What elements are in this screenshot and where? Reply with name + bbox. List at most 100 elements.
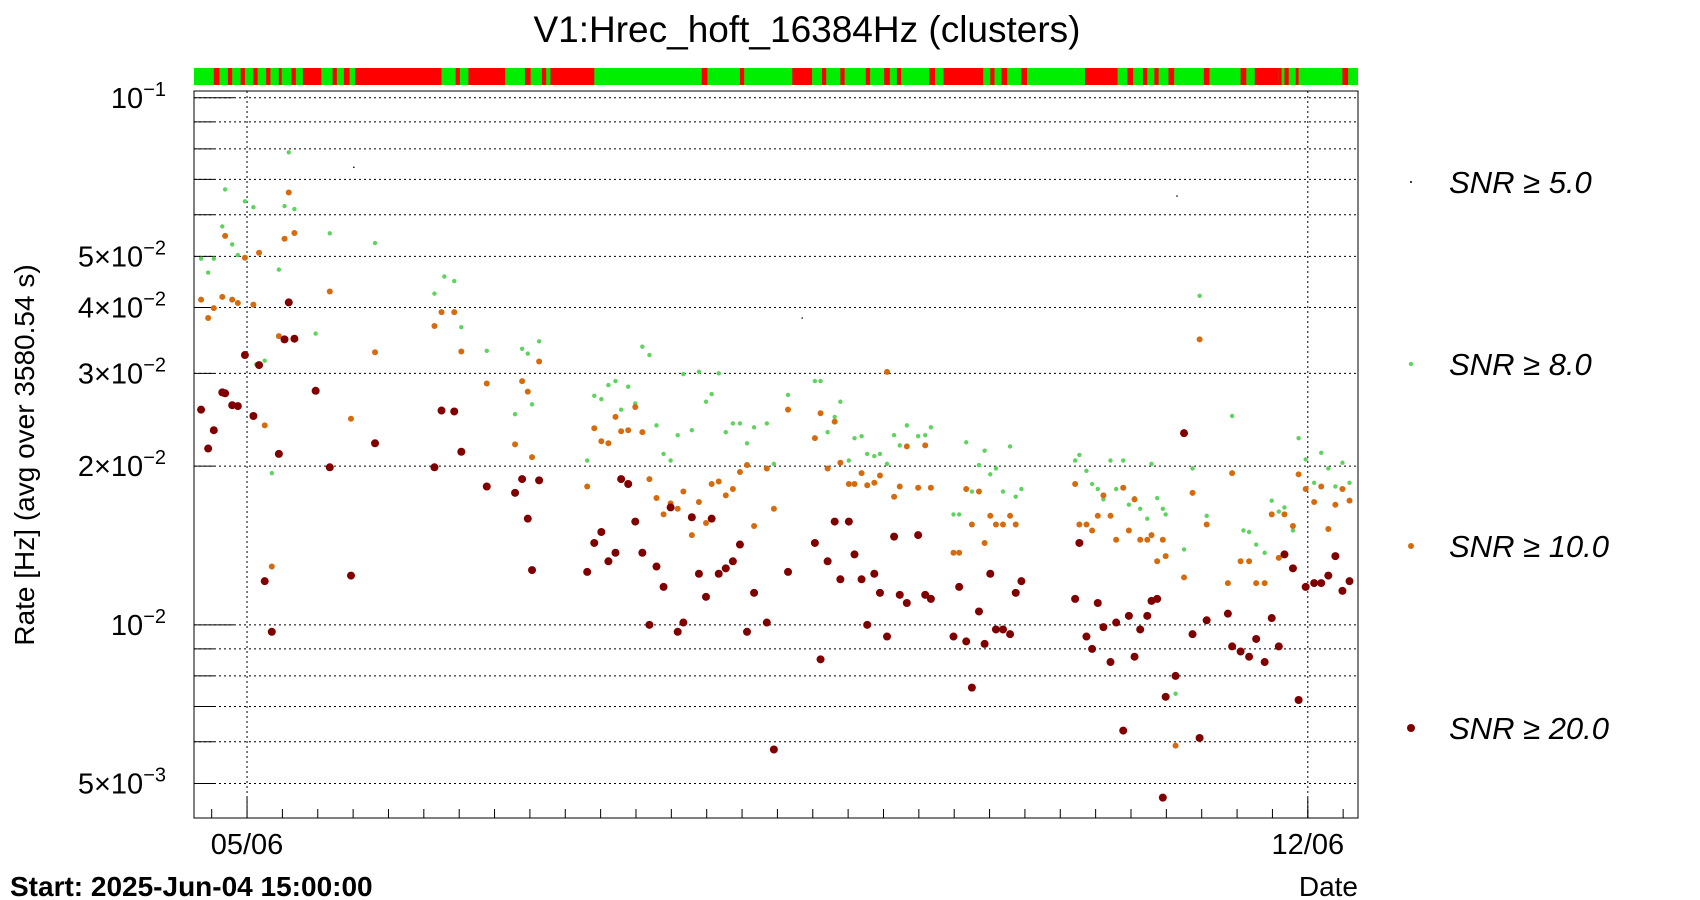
y-tick-label: 10−2 bbox=[111, 606, 166, 642]
data-point-series-3 bbox=[1338, 586, 1347, 595]
data-point-series-2 bbox=[229, 296, 236, 303]
data-point-series-3 bbox=[955, 582, 964, 591]
data-point-series-3 bbox=[1345, 577, 1354, 586]
data-point-series-1 bbox=[859, 433, 864, 439]
legend-marker bbox=[1410, 181, 1412, 183]
segment-bar-off bbox=[990, 68, 995, 85]
legend-marker bbox=[1407, 724, 1415, 732]
data-point-series-2 bbox=[1318, 483, 1325, 490]
data-point-series-3 bbox=[659, 582, 668, 591]
segment-bar bbox=[194, 68, 1358, 85]
data-point-series-1 bbox=[251, 204, 256, 210]
data-point-series-1 bbox=[205, 270, 211, 275]
legend-marker bbox=[1408, 543, 1414, 549]
start-time-label: Start: 2025-Jun-04 15:00:00 bbox=[10, 871, 373, 900]
data-point-series-2 bbox=[715, 478, 722, 485]
data-point-series-3 bbox=[597, 528, 606, 537]
data-point-series-2 bbox=[458, 348, 465, 355]
data-point-series-1 bbox=[313, 331, 318, 336]
data-point-series-3 bbox=[844, 517, 853, 526]
data-point-series-3 bbox=[1161, 692, 1170, 701]
segment-bar-off bbox=[355, 68, 442, 85]
data-point-series-3 bbox=[1082, 632, 1091, 641]
data-point-series-2 bbox=[956, 549, 963, 556]
data-point-series-3 bbox=[1180, 429, 1189, 438]
grid-lines bbox=[194, 91, 1358, 818]
data-point-series-1 bbox=[1296, 435, 1301, 441]
data-point-series-3 bbox=[1011, 588, 1020, 597]
data-point-series-1 bbox=[1072, 458, 1078, 463]
data-point-series-3 bbox=[233, 402, 242, 411]
x-axis: 05/06 12/06 bbox=[211, 798, 1344, 861]
data-point-series-1 bbox=[459, 325, 464, 330]
data-point-series-2 bbox=[770, 505, 777, 512]
data-point-series-2 bbox=[625, 427, 632, 434]
data-point-series-2 bbox=[347, 415, 354, 422]
data-point-series-2 bbox=[851, 481, 858, 488]
legend-marker bbox=[1408, 361, 1414, 367]
data-point-series-2 bbox=[1137, 536, 1144, 543]
data-point-series-3 bbox=[962, 637, 971, 646]
chart-title: V1:Hrec_hoft_16384Hz (clusters) bbox=[533, 9, 1080, 50]
data-point-series-0 bbox=[801, 317, 803, 319]
data-point-series-3 bbox=[836, 575, 845, 584]
data-point-series-2 bbox=[1189, 489, 1196, 496]
data-point-series-2 bbox=[864, 482, 871, 489]
data-point-series-1 bbox=[222, 187, 228, 192]
data-point-series-1 bbox=[599, 396, 604, 402]
data-point-series-3 bbox=[523, 514, 532, 523]
x-tick-label: 05/06 bbox=[211, 829, 284, 861]
data-point-series-3 bbox=[1106, 658, 1115, 667]
data-point-series-3 bbox=[1124, 611, 1133, 620]
data-point-series-3 bbox=[1331, 552, 1340, 561]
data-point-series-1 bbox=[626, 384, 631, 389]
segment-bar-off bbox=[1085, 68, 1118, 85]
data-point-series-1 bbox=[976, 462, 982, 468]
data-point-series-2 bbox=[1159, 536, 1166, 543]
data-point-series-2 bbox=[915, 484, 922, 491]
data-point-series-1 bbox=[751, 425, 757, 430]
data-point-series-1 bbox=[764, 421, 770, 426]
data-point-series-1 bbox=[1126, 502, 1132, 507]
data-point-series-3 bbox=[714, 569, 723, 578]
data-point-series-1 bbox=[689, 428, 695, 433]
data-point-series-2 bbox=[963, 486, 970, 493]
data-point-series-3 bbox=[346, 571, 355, 580]
data-point-series-2 bbox=[674, 505, 681, 512]
segment-bar-off bbox=[278, 68, 282, 85]
data-point-series-3 bbox=[535, 476, 544, 485]
data-point-series-3 bbox=[980, 639, 989, 648]
data-point-series-2 bbox=[1325, 525, 1332, 532]
data-point-series-2 bbox=[1246, 558, 1253, 565]
data-point-series-1 bbox=[198, 256, 204, 261]
data-point-series-2 bbox=[1281, 511, 1288, 518]
data-point-series-3 bbox=[528, 566, 537, 575]
data-point-series-1 bbox=[654, 423, 659, 428]
data-point-series-1 bbox=[832, 414, 837, 420]
data-point-series-3 bbox=[638, 548, 647, 557]
segment-bar-off bbox=[524, 68, 531, 85]
data-point-series-2 bbox=[1253, 580, 1260, 587]
data-point-series-1 bbox=[1229, 413, 1235, 419]
data-point-series-3 bbox=[371, 439, 380, 448]
data-point-series-2 bbox=[529, 454, 536, 461]
data-point-series-2 bbox=[431, 322, 438, 329]
data-point-series-2 bbox=[722, 492, 729, 499]
segment-bar-off bbox=[302, 68, 322, 85]
data-point-series-3 bbox=[926, 594, 935, 603]
data-point-series-3 bbox=[430, 463, 439, 472]
data-point-series-3 bbox=[1310, 579, 1319, 588]
data-point-series-3 bbox=[850, 550, 859, 559]
data-point-series-3 bbox=[875, 588, 884, 597]
data-point-series-2 bbox=[695, 499, 702, 506]
segment-bar-off bbox=[821, 68, 827, 85]
data-point-series-2 bbox=[1131, 496, 1138, 503]
data-point-series-3 bbox=[890, 532, 899, 541]
data-point-series-1 bbox=[771, 461, 777, 467]
data-point-series-1 bbox=[865, 451, 870, 457]
data-point-series-3 bbox=[999, 625, 1008, 634]
data-point-series-2 bbox=[785, 406, 792, 413]
data-point-series-3 bbox=[1099, 623, 1108, 632]
data-point-series-3 bbox=[652, 562, 661, 571]
data-point-series-2 bbox=[1083, 521, 1090, 528]
